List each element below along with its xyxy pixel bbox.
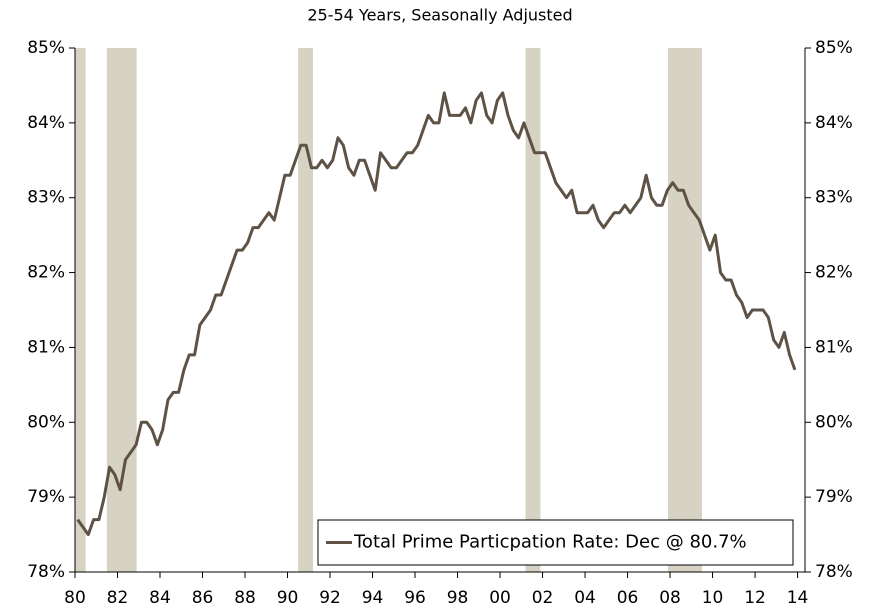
x-tick-label: 10	[702, 588, 724, 608]
y-tick-label: 79%	[27, 487, 65, 507]
legend-box	[317, 519, 794, 566]
x-tick-label: 02	[532, 588, 554, 608]
x-tick-label: 84	[149, 588, 171, 608]
y-tick-label: 85%	[27, 38, 65, 58]
x-tick-label: 12	[744, 588, 766, 608]
recession-band	[106, 48, 137, 572]
x-tick-label: 00	[489, 588, 511, 608]
x-tick-label: 96	[404, 588, 426, 608]
x-tick-label: 94	[362, 588, 384, 608]
x-tick-label: 82	[107, 588, 129, 608]
y2-tick-label: 84%	[815, 113, 853, 133]
recession-band	[298, 48, 314, 572]
recession-band	[525, 48, 541, 572]
y-tick-label: 78%	[27, 562, 65, 582]
y-tick-label: 83%	[27, 188, 65, 208]
y2-tick-label: 85%	[815, 38, 853, 58]
y2-tick-label: 81%	[815, 337, 853, 357]
y-tick-label: 80%	[27, 412, 65, 432]
y2-tick-label: 79%	[815, 487, 853, 507]
legend-label: Total Prime Particpation Rate: Dec @ 80.…	[353, 532, 747, 553]
x-tick-label: 98	[447, 588, 469, 608]
x-tick-label: 90	[277, 588, 299, 608]
series-line	[76, 91, 797, 537]
chart-subtitle: 25-54 Years, Seasonally Adjusted	[307, 6, 572, 25]
x-tick-label: 08	[659, 588, 681, 608]
x-tick-label: 86	[192, 588, 214, 608]
y-tick-label: 84%	[27, 113, 65, 133]
y2-tick-label: 78%	[815, 562, 853, 582]
recession-band	[75, 48, 86, 572]
y2-tick-label: 80%	[815, 412, 853, 432]
x-tick-label: 14	[787, 588, 809, 608]
x-tick-label: 06	[617, 588, 639, 608]
y2-tick-label: 82%	[815, 263, 853, 283]
x-tick-label: 92	[319, 588, 341, 608]
recession-band	[667, 48, 702, 572]
x-tick-label: 04	[574, 588, 596, 608]
y-tick-label: 82%	[27, 263, 65, 283]
y2-tick-label: 83%	[815, 188, 853, 208]
y-tick-label: 81%	[27, 337, 65, 357]
x-tick-label: 88	[234, 588, 256, 608]
x-tick-label: 80	[64, 588, 86, 608]
